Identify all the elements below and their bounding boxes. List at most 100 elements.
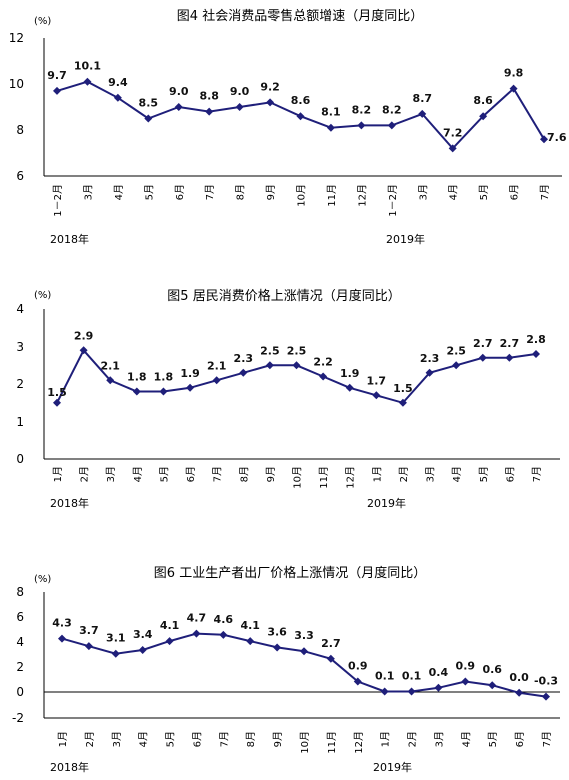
data-label: 0.1 [402, 670, 422, 683]
x-tick-label: 12月 [353, 731, 365, 754]
x-tick-label: 3月 [425, 466, 437, 482]
chart-3-ytick: -2 [12, 711, 24, 725]
data-label: 4.6 [214, 613, 234, 626]
x-tick-label: 1月 [57, 731, 69, 747]
data-label: 2.5 [446, 344, 466, 357]
x-tick-label: 2月 [79, 466, 91, 482]
data-point-marker [380, 687, 389, 696]
data-point-marker [219, 630, 228, 639]
data-point-marker [266, 98, 275, 107]
chart-1-unit: (%) [34, 16, 51, 27]
x-tick-label: 11月 [318, 466, 330, 489]
chart-3-series: 4.3 3.7 3.1 3.4 4.1 4.7 4.6 4.1 3.6 3.3 2.7 0.9 0.1 0… [52, 612, 558, 701]
data-label: 3.4 [133, 628, 153, 641]
x-tick-label: 6月 [174, 184, 186, 200]
x-tick-label: 7月 [531, 466, 543, 482]
x-tick-label: 7月 [218, 731, 230, 747]
x-tick-label: 6月 [514, 731, 526, 747]
chart-2-unit: (%) [34, 290, 51, 301]
data-point-marker [387, 121, 396, 130]
x-tick-label: 3月 [82, 184, 94, 200]
data-label: 3.7 [79, 624, 99, 637]
data-point-marker [372, 391, 381, 400]
x-tick-label: 5月 [158, 466, 170, 482]
chart-2-ytick: 4 [16, 302, 24, 316]
data-label: 9.2 [260, 80, 280, 93]
chart-1-x-tick-labels: 1－2月 3月 4月 5月 6月 7月 8月 9月 10月 11月 12月 1－2月 3月 4月 5月 6月 7… [52, 184, 551, 217]
data-label: 2.8 [526, 333, 546, 346]
data-point-marker [407, 687, 416, 696]
x-tick-label: 12月 [345, 466, 357, 489]
data-label: -0.3 [534, 675, 558, 688]
data-label: 2.3 [420, 352, 440, 365]
chart-3-ytick: 2 [16, 660, 24, 674]
x-tick-label: 3月 [111, 731, 123, 747]
data-label: 8.7 [413, 92, 433, 105]
chart-3-year-2019: 2019年 [373, 760, 412, 774]
data-point-marker [273, 643, 282, 652]
chart-3-title: 图6 工业生产者出厂价格上涨情况（月度同比） [154, 565, 426, 581]
data-point-marker [292, 361, 301, 370]
chart-2-ytick: 2 [16, 377, 24, 391]
data-label: 2.5 [287, 344, 307, 357]
data-point-marker [212, 376, 221, 385]
data-label: 4.1 [240, 619, 260, 632]
data-point-marker [326, 123, 335, 132]
data-label: 1.9 [180, 367, 200, 380]
chart-1-ytick: 12 [9, 31, 24, 45]
data-point-marker [174, 103, 183, 111]
data-point-marker [246, 637, 255, 646]
data-point-marker [138, 645, 147, 654]
data-point-marker [434, 683, 443, 692]
data-point-marker [353, 677, 362, 686]
x-tick-label: 6月 [509, 184, 521, 200]
x-tick-label: 5月 [478, 184, 490, 200]
data-label: 1.9 [340, 367, 360, 380]
x-tick-label: 8月 [245, 731, 257, 747]
chart-3-ytick: 8 [16, 585, 24, 599]
data-label: 0.0 [509, 671, 529, 684]
x-tick-label: 2月 [407, 731, 419, 747]
data-label: 1.8 [127, 371, 147, 384]
data-point-marker [532, 350, 540, 358]
x-tick-label: 6月 [185, 466, 197, 482]
x-tick-label: 11月 [326, 731, 338, 754]
data-label: 4.3 [52, 617, 72, 630]
data-point-marker [357, 121, 366, 130]
data-point-marker [205, 107, 214, 116]
data-label: 3.6 [267, 625, 287, 638]
x-tick-label: 5月 [478, 466, 490, 482]
data-point-marker [83, 77, 92, 86]
data-point-marker [448, 144, 457, 153]
x-tick-label: 9月 [272, 731, 284, 747]
data-label: 1.7 [367, 374, 387, 387]
data-label: 4.1 [160, 619, 180, 632]
data-label: 9.8 [504, 67, 524, 80]
data-point-marker [479, 112, 488, 121]
data-label: 2.7 [473, 337, 493, 350]
chart-1-ytick: 6 [16, 169, 24, 183]
data-point-marker [53, 398, 61, 407]
x-tick-label: 5月 [143, 184, 155, 200]
x-tick-label: 1月 [52, 466, 64, 482]
chart-3-year-2018: 2018年 [50, 760, 89, 774]
data-point-marker [319, 372, 328, 381]
data-point-marker [509, 84, 518, 93]
chart-3-x-tick-labels: 1月 2月 3月 4月 5月 6月 7月 8月 9月 10月 11月 12月 1月 2月 3月 4月 5月 6月 7… [57, 731, 553, 754]
x-tick-label: 12月 [356, 184, 368, 207]
data-label: 2.7 [500, 337, 520, 350]
data-point-marker [452, 361, 461, 370]
data-label: 8.8 [199, 90, 219, 103]
data-label: 7.2 [443, 126, 463, 139]
chart-2-ytick: 1 [16, 415, 24, 429]
x-tick-label: 1－2月 [387, 184, 399, 217]
data-label: 3.3 [294, 629, 314, 642]
chart-retail-sales: 图4 社会消费品零售总额增速（月度同比） (%) 6 8 10 12 9.7 10… [9, 8, 567, 246]
data-point-marker [53, 86, 61, 95]
data-point-marker [239, 368, 248, 377]
data-point-marker [165, 637, 174, 646]
data-point-marker [425, 368, 434, 377]
x-tick-label: 6月 [504, 466, 516, 482]
chart-cpi: 图5 居民消费价格上涨情况（月度同比） (%) 0 1 2 3 4 1.5 2.9… [16, 288, 560, 510]
chart-1-year-2018: 2018年 [50, 232, 89, 246]
